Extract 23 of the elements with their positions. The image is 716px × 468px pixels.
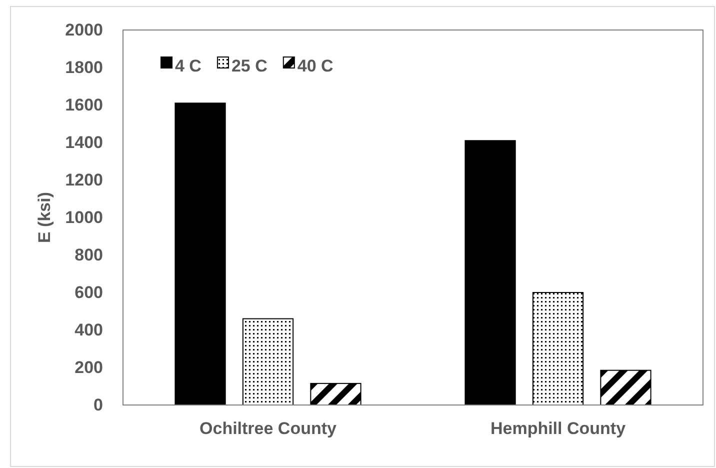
y-tick-label: 1200 [65, 170, 103, 190]
x-tick-label: Ochiltree County [200, 419, 338, 438]
legend-label: 4 C [175, 56, 202, 76]
y-tick-label: 400 [74, 320, 103, 340]
bar [532, 292, 584, 406]
legend-label: 25 C [231, 56, 268, 76]
y-tick-label: 1000 [65, 208, 103, 227]
legend-label: 40 C [297, 56, 334, 76]
bar [464, 140, 516, 406]
y-tick-label: 1400 [65, 132, 103, 152]
y-tick-label: 1800 [65, 58, 103, 77]
y-tick-label: 2000 [65, 20, 103, 40]
bar [600, 370, 652, 406]
y-tick-label: 800 [74, 245, 103, 264]
bar [174, 102, 226, 406]
y-axis-title: E (ksi) [35, 192, 54, 244]
y-tick-label: 1600 [65, 95, 103, 114]
bar [310, 382, 362, 406]
y-tick-label: 0 [94, 395, 103, 414]
y-tick-label: 600 [74, 282, 103, 302]
bar [242, 318, 294, 406]
y-tick-label: 200 [74, 358, 103, 377]
x-tick-label: Hemphill County [490, 419, 626, 438]
